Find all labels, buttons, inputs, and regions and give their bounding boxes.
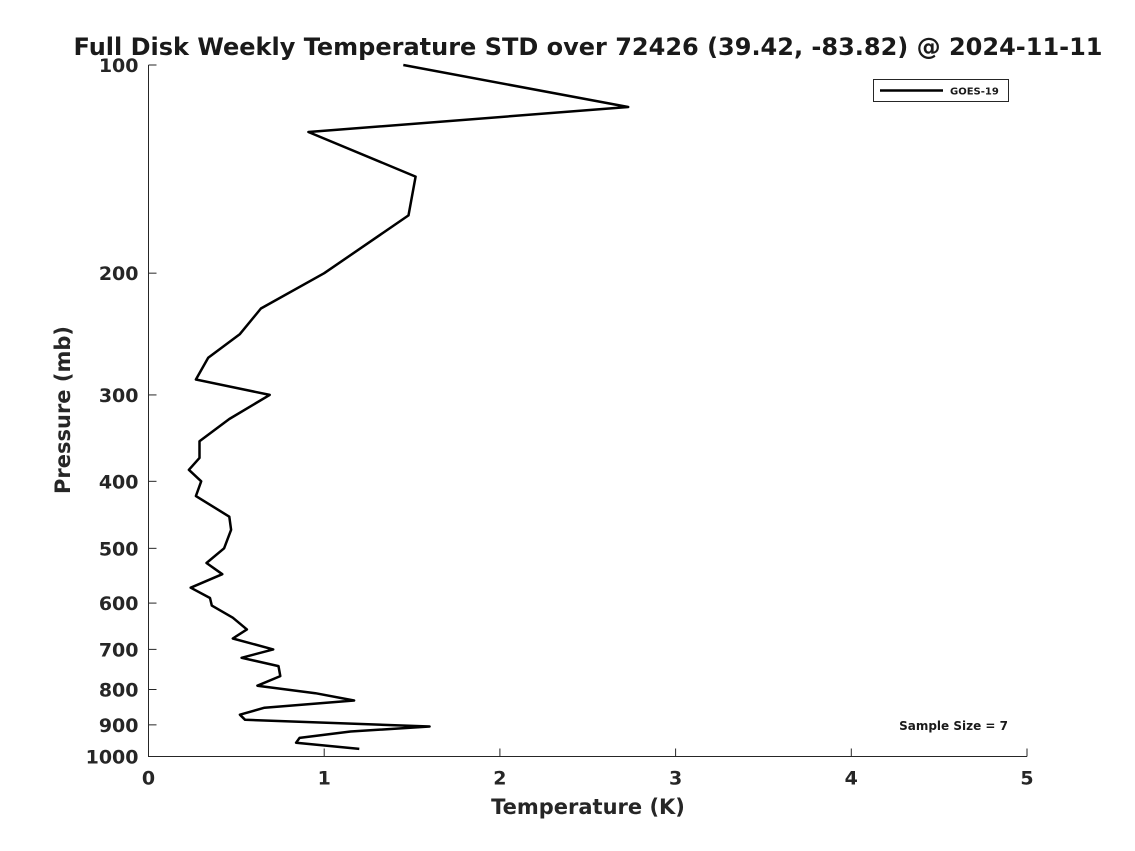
y-axis-label: Pressure (mb) xyxy=(51,326,75,494)
y-tick-label: 900 xyxy=(99,715,139,737)
x-tick-label: 1 xyxy=(318,768,331,790)
chart-title: Full Disk Weekly Temperature STD over 72… xyxy=(74,33,1103,61)
x-axis-label: Temperature (K) xyxy=(491,795,685,819)
y-tick-label: 200 xyxy=(99,263,139,285)
plot-axes xyxy=(148,65,1027,757)
y-tick-label: 400 xyxy=(99,471,139,493)
y-tick-label: 700 xyxy=(99,639,139,661)
legend: GOES-19 xyxy=(873,79,1009,102)
y-tick-label: 1000 xyxy=(86,747,139,769)
x-tick-label: 4 xyxy=(845,768,858,790)
sample-size-annotation: Sample Size = 7 xyxy=(899,719,1008,733)
x-tick-label: 3 xyxy=(669,768,682,790)
x-tick-label: 0 xyxy=(142,768,155,790)
x-ticks: 0 1 2 3 4 5 xyxy=(142,748,1034,790)
y-ticks: 100 200 300 400 500 600 700 800 900 1000 xyxy=(86,55,157,769)
y-tick-label: 300 xyxy=(99,385,139,407)
x-tick-label: 5 xyxy=(1020,768,1033,790)
y-tick-label: 800 xyxy=(99,679,139,701)
x-tick-label: 2 xyxy=(493,768,506,790)
series-layer xyxy=(187,63,630,751)
y-tick-label: 500 xyxy=(99,538,139,560)
y-tick-label: 100 xyxy=(99,55,139,77)
y-tick-label: 600 xyxy=(99,593,139,615)
series-line-goes-19 xyxy=(187,63,630,751)
legend-label-goes-19: GOES-19 xyxy=(950,87,999,98)
